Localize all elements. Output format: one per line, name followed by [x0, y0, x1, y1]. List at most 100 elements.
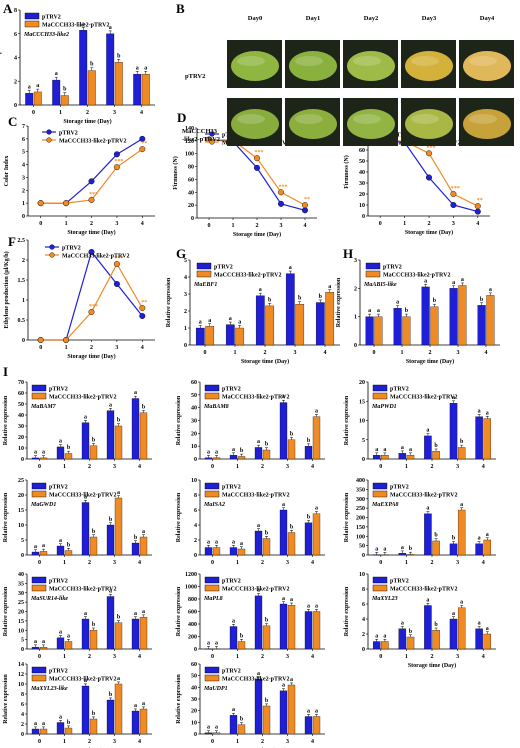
y-tick-label: 3	[184, 292, 187, 298]
significance-letter: a	[215, 449, 218, 455]
significance-letter: a	[452, 395, 455, 401]
gene-name: MaUDP1	[203, 686, 228, 692]
bar	[141, 73, 150, 106]
data-point	[37, 200, 44, 207]
x-tick-label: 4	[311, 654, 314, 660]
significance-mark: ***	[279, 184, 288, 190]
significance-letter: a	[207, 725, 210, 731]
x-tick-label: 4	[324, 350, 327, 356]
bar	[204, 732, 213, 735]
x-tick-label: 0	[204, 350, 207, 356]
gene-name: MaISA2	[203, 502, 225, 508]
significance-letter: a	[375, 447, 378, 453]
significance-letter: a	[383, 633, 386, 639]
legend-label: pTRV2	[222, 387, 241, 393]
legend-marker	[209, 131, 215, 137]
y-tick-label: 5	[362, 438, 365, 444]
x-tick-label: 3	[456, 654, 459, 660]
bar	[432, 540, 440, 556]
y-tick-label: 6	[194, 508, 197, 514]
data-point	[253, 155, 260, 162]
y-tick-label: 10	[18, 628, 24, 634]
bar	[229, 454, 238, 460]
significance-letter: a	[282, 394, 285, 400]
y-tick-label: 250	[356, 506, 365, 512]
y-tick-label: 30	[18, 424, 24, 430]
significance-letter: b	[268, 297, 272, 303]
y-tick-label: 2	[14, 79, 17, 85]
significance-letter: a	[232, 539, 235, 545]
bar	[39, 728, 48, 735]
y-tick-label: 400	[188, 622, 197, 628]
significance-letter: a	[34, 544, 37, 550]
legend-swatch	[31, 384, 47, 392]
significance-mark: **	[141, 300, 147, 306]
banana-highlight	[469, 56, 497, 66]
chart-I1: 0 10 20 30 40 50 60 70 0 1 2 3 4 Relative expression a…	[3, 364, 152, 470]
y-axis-title: Relative expression	[176, 395, 182, 445]
bar	[114, 683, 123, 735]
bar	[365, 316, 374, 346]
legend-swatch	[31, 490, 47, 498]
x-tick-label: 2	[261, 739, 264, 745]
legend-label: MaCCCH33-like2-pTRV2	[222, 587, 289, 593]
y-axis-title: Firmness (N)	[172, 156, 179, 190]
y-tick-label: 0	[22, 214, 25, 220]
bar	[393, 308, 402, 346]
significance-letter: a	[55, 71, 58, 77]
y-tick-label: 20	[188, 203, 194, 209]
legend-label: MaCCCH33-like2-pTRV2	[59, 139, 126, 145]
significance-letter: a	[383, 447, 386, 453]
bar	[31, 457, 40, 460]
significance-letter: a	[377, 308, 380, 314]
x-tick-label: 4	[138, 654, 141, 660]
bar	[106, 33, 115, 106]
y-tick-label: 70	[18, 380, 24, 386]
bar	[486, 295, 495, 346]
x-tick-label: 2	[261, 654, 264, 660]
y-axis-title: Relative expression	[166, 277, 172, 327]
bar	[285, 273, 295, 346]
y-tick-label: 20	[191, 709, 197, 715]
significance-letter: b	[405, 308, 409, 314]
x-tick-label: 2	[428, 221, 431, 227]
y-tick-label: 14	[18, 662, 24, 668]
legend-swatch	[372, 576, 388, 584]
significance-letter: a	[401, 621, 404, 627]
bar	[237, 548, 246, 556]
y-tick-label: 400	[356, 478, 365, 484]
banana-image	[463, 109, 511, 139]
significance-letter: a	[486, 410, 489, 416]
significance-letter: a	[238, 319, 241, 325]
y-tick-label: 40	[191, 685, 197, 691]
data-point	[426, 150, 433, 157]
significance-letter: b	[134, 535, 138, 541]
bar	[483, 539, 492, 556]
significance-letter: a	[136, 65, 139, 71]
y-axis-title: Relative expression	[344, 492, 350, 542]
y-tick-label: 0	[362, 214, 365, 220]
gene-name: MaXYL23	[371, 596, 398, 602]
legend-swatch	[31, 576, 47, 584]
bar	[279, 603, 288, 650]
bar	[106, 410, 115, 460]
bar	[312, 716, 321, 735]
y-tick-label: 0	[194, 553, 197, 559]
significance-letter: b	[434, 533, 438, 539]
significance-letter: a	[452, 611, 455, 617]
bar	[398, 628, 407, 650]
chart-F: 0 0.5 1 1.5 2 2.5 0 1 2 3 4 Storage time (Day) Ethyl…	[3, 234, 155, 360]
significance-letter: b	[460, 439, 464, 445]
bar	[229, 715, 238, 735]
y-tick-label: 10	[18, 523, 24, 529]
y-axis-title: Relative expression	[3, 586, 9, 636]
bar	[237, 456, 246, 460]
y-tick-label: 50	[359, 544, 365, 550]
legend-swatch	[372, 482, 388, 490]
x-tick-label: 1	[63, 739, 66, 745]
bar	[114, 62, 123, 106]
legend-label: pTRV2	[222, 579, 241, 585]
significance-letter: a	[375, 546, 378, 552]
bar	[449, 403, 458, 460]
significance-letter: a	[215, 539, 218, 545]
